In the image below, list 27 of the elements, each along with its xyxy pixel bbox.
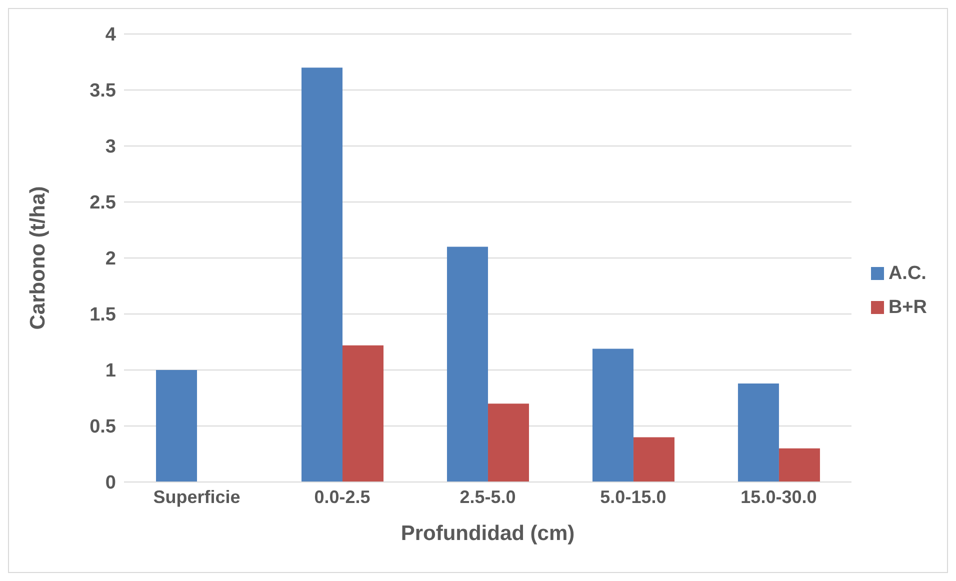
legend-label: A.C. bbox=[888, 262, 926, 284]
x-axis-title: Profundidad (cm) bbox=[400, 522, 575, 545]
y-tick-label: 1 bbox=[105, 360, 116, 382]
bar bbox=[156, 370, 198, 482]
legend-label: B+R bbox=[888, 296, 927, 318]
y-axis-title: Carbono (t/ha) bbox=[26, 186, 50, 330]
bar bbox=[446, 246, 488, 482]
x-tick-label: 0.0-2.5 bbox=[314, 486, 370, 507]
bar bbox=[592, 348, 634, 482]
y-tick-label: 2.5 bbox=[90, 192, 116, 214]
bar bbox=[633, 437, 674, 482]
y-tick-label: 0 bbox=[105, 472, 116, 494]
x-tick-label: Superficie bbox=[153, 486, 240, 507]
y-tick-label: 3 bbox=[105, 136, 116, 158]
x-tick-label: 2.5-5.0 bbox=[460, 486, 516, 507]
bar bbox=[738, 383, 779, 482]
bar bbox=[342, 345, 384, 482]
x-tick-label: 15.0-30.0 bbox=[740, 486, 817, 507]
bar bbox=[778, 448, 820, 482]
y-tick-label: 2 bbox=[105, 248, 116, 270]
y-tick-label: 1.5 bbox=[90, 304, 116, 326]
bar bbox=[302, 68, 342, 482]
y-tick-label: 0.5 bbox=[90, 416, 116, 438]
bar bbox=[488, 404, 529, 482]
y-tick-label: 3.5 bbox=[90, 80, 116, 102]
x-tick-label: 5.0-15.0 bbox=[600, 486, 666, 507]
y-tick-label: 4 bbox=[105, 24, 116, 46]
